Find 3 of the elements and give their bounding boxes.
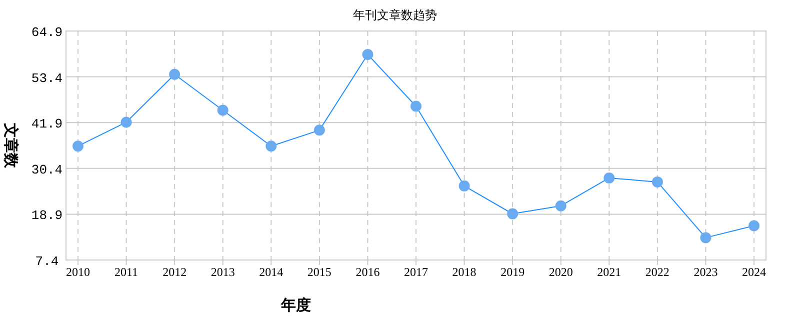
xlabel: 年度 [281, 296, 311, 314]
ylabel: 文章数 [2, 123, 20, 168]
title: 年刊文章数趋势 [353, 8, 437, 22]
